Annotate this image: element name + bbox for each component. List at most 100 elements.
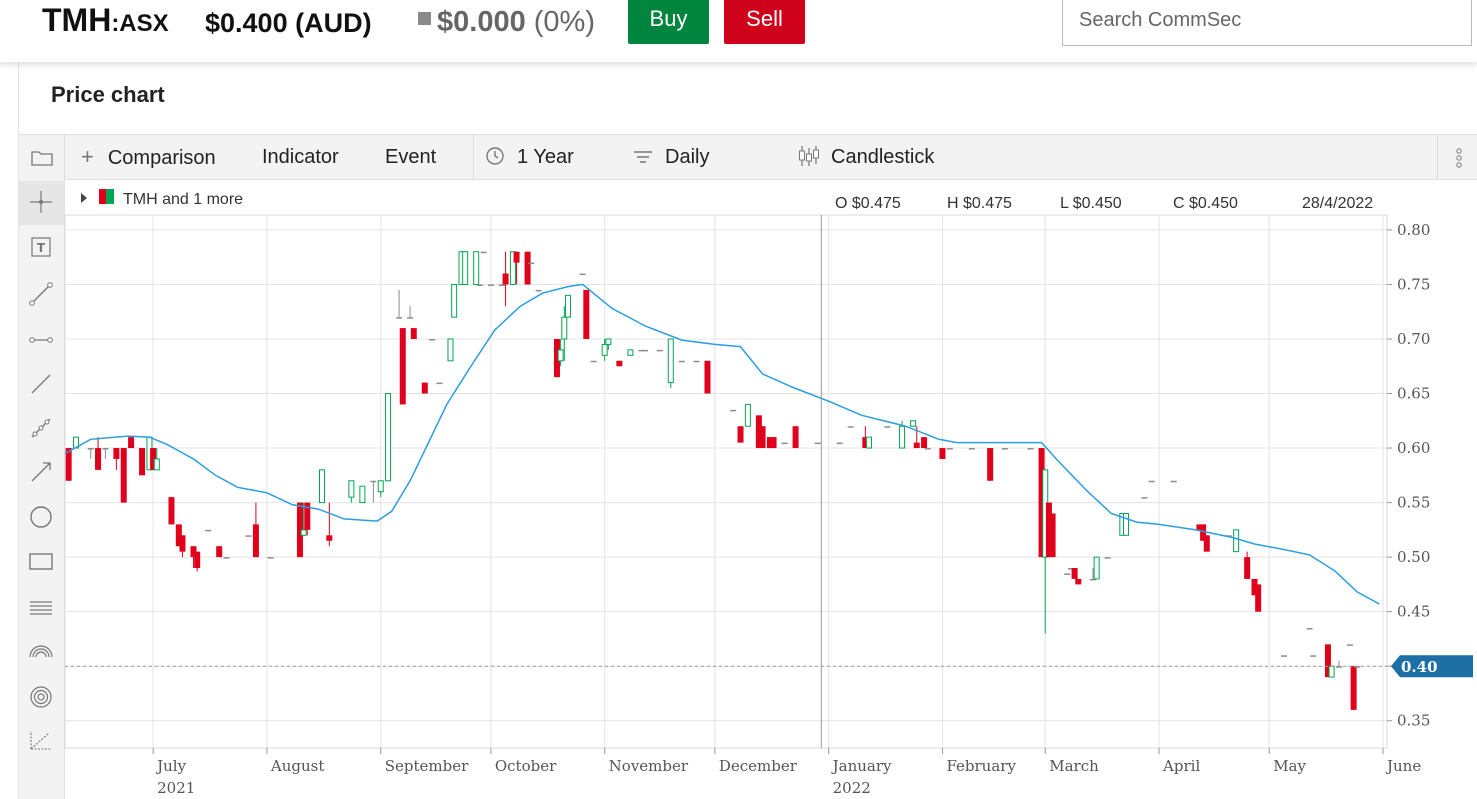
last-price-tag: 0.40	[1391, 655, 1473, 678]
candle	[730, 409, 737, 412]
chart-toolbar: + Comparison Indicator Event 1 Year Daily…	[19, 134, 1477, 180]
candle	[462, 251, 469, 285]
channel-icon[interactable]	[31, 418, 51, 438]
ohlc-close: C $0.450	[1173, 195, 1238, 212]
measure-icon[interactable]	[30, 731, 51, 750]
candle	[579, 273, 586, 276]
candle-body	[326, 535, 333, 541]
sell-button[interactable]: Sell	[724, 0, 805, 44]
search-input[interactable]	[1062, 0, 1472, 46]
candle-body	[759, 426, 766, 449]
candle	[223, 557, 230, 559]
candlestick-icon	[799, 146, 819, 166]
legend-expand-icon[interactable]	[81, 193, 87, 203]
candle-body	[407, 317, 414, 319]
x-tick-label: July	[155, 757, 186, 775]
panel-title: Price chart	[51, 82, 165, 107]
candle-body	[1335, 666, 1342, 668]
candle	[1324, 644, 1331, 678]
rectangle-icon[interactable]	[29, 553, 53, 570]
candle-body	[1354, 666, 1361, 668]
chart-type-button[interactable]: Candlestick	[797, 135, 934, 179]
x-tick-label: October	[495, 757, 557, 775]
candle	[1104, 557, 1111, 559]
candle	[205, 529, 212, 532]
interval-icon	[634, 151, 652, 163]
candle-body	[656, 349, 663, 352]
candle	[866, 436, 873, 449]
candle-body	[770, 437, 777, 449]
candle-body	[1049, 513, 1056, 558]
x-tick-label: March	[1049, 757, 1099, 775]
candle	[792, 426, 799, 449]
more-options-icon[interactable]	[1449, 135, 1469, 179]
candle-body	[535, 289, 542, 292]
text-icon[interactable]: T	[31, 237, 51, 257]
candle	[120, 448, 127, 503]
candle	[1310, 655, 1317, 657]
candle	[770, 437, 777, 449]
candle-body	[65, 448, 72, 481]
candle-body	[616, 360, 623, 367]
period-button[interactable]: 1 Year	[485, 135, 574, 179]
candle	[1089, 568, 1096, 581]
candle-body	[1310, 655, 1317, 657]
ticker-symbol: TMH:ASX	[42, 2, 169, 39]
arc-icon[interactable]	[29, 645, 53, 658]
arrow-icon[interactable]	[31, 462, 51, 482]
candle-body	[1233, 529, 1240, 553]
event-button[interactable]: Event	[385, 146, 437, 168]
candle	[564, 294, 571, 318]
ray-icon[interactable]	[29, 337, 53, 343]
interval-label: Daily	[665, 146, 710, 168]
unchanged-icon	[418, 12, 431, 25]
circle-icon[interactable]	[30, 506, 52, 528]
candle	[473, 251, 480, 285]
buy-button[interactable]: Buy	[628, 0, 709, 44]
candle-body	[1001, 448, 1008, 450]
candle-body	[1038, 448, 1045, 558]
interval-button[interactable]: Daily	[633, 135, 709, 179]
trend-line-icon[interactable]	[31, 374, 51, 394]
fib-icon[interactable]	[30, 601, 52, 615]
candle-body	[1123, 512, 1130, 536]
candle	[513, 251, 520, 285]
candle-body	[102, 448, 109, 450]
candle-body	[150, 448, 157, 470]
folder-icon[interactable]	[19, 135, 64, 179]
drawing-toolbar: T	[19, 179, 65, 799]
candle-body	[704, 360, 711, 394]
candle	[385, 393, 392, 482]
x-tick-label: November	[609, 757, 689, 775]
candle-body	[693, 360, 700, 363]
candle	[1071, 568, 1078, 579]
candle-body	[377, 480, 384, 493]
candle-body	[87, 448, 94, 450]
candle-body	[766, 437, 773, 449]
last-price-label: 0.40	[1401, 658, 1438, 676]
crosshair-icon[interactable]	[19, 181, 64, 225]
line-icon[interactable]	[29, 282, 53, 306]
candle	[326, 502, 333, 547]
candle-body	[153, 458, 160, 471]
comparison-button[interactable]: + Comparison	[81, 135, 216, 179]
candle	[1306, 628, 1313, 630]
ticker-code: TMH	[42, 2, 112, 38]
legend[interactable]: TMH and 1 more	[81, 189, 243, 208]
candle	[476, 284, 483, 286]
y-tick-label: 0.45	[1397, 603, 1430, 621]
candle-body	[318, 469, 325, 504]
candle-body	[300, 529, 307, 536]
plot-frame	[64, 214, 1388, 749]
candle-body	[348, 480, 355, 498]
x-tick-label: April	[1162, 757, 1200, 775]
candle-body	[946, 448, 953, 450]
indicator-button[interactable]: Indicator	[262, 146, 339, 168]
candle-body	[421, 382, 428, 394]
candle-body	[744, 403, 751, 427]
candle-body	[755, 415, 762, 449]
candle	[399, 328, 406, 405]
spiral-icon[interactable]	[30, 686, 52, 708]
candle-body	[1350, 666, 1357, 710]
